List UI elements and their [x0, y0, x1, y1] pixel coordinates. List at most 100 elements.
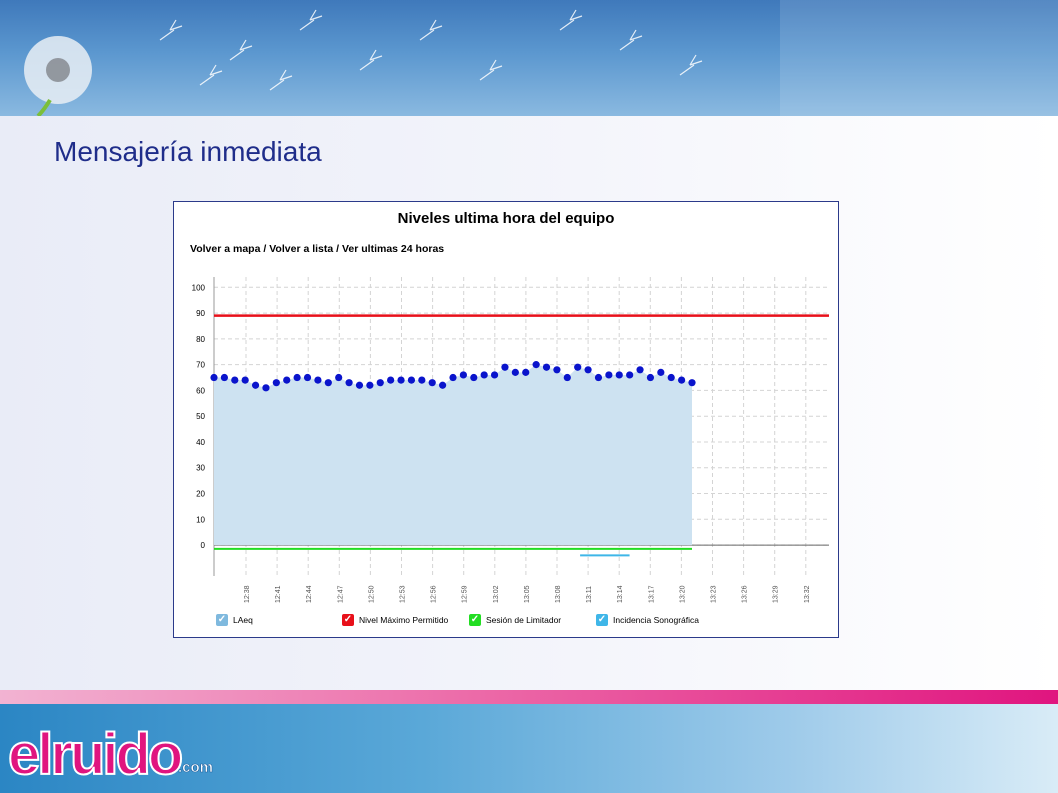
logo-suffix: .com	[178, 759, 213, 776]
laeq-point	[272, 379, 280, 387]
laeq-point	[532, 361, 540, 369]
footer-stripe	[0, 690, 1058, 704]
laeq-point	[594, 373, 603, 382]
y-tick-label: 20	[196, 490, 205, 499]
laeq-point	[626, 371, 634, 379]
laeq-point	[231, 376, 239, 384]
navigation-links: Volver a mapa / Volver a lista / Ver ult…	[190, 243, 444, 255]
laeq-point	[657, 368, 665, 376]
y-tick-label: 60	[196, 386, 205, 395]
x-tick-label: 12:53	[400, 585, 407, 603]
legend-label: Sesión de Limitador	[486, 615, 562, 625]
y-tick-label: 10	[196, 515, 205, 524]
x-tick-label: 13:23	[711, 585, 718, 603]
y-tick-label: 70	[196, 361, 205, 370]
checkbox-checked-icon[interactable]: ✓	[216, 614, 228, 626]
x-tick-label: 12:56	[431, 585, 438, 603]
x-tick-label: 12:38	[244, 585, 251, 603]
levels-chart: 0 10 20 30 40 50 60 70 80 90 100 12:38 12:41 12:44 12:…	[192, 277, 829, 603]
x-tick-label: 12:44	[306, 585, 313, 603]
x-tick-label: 13:29	[773, 585, 780, 603]
y-tick-label: 90	[196, 309, 205, 318]
laeq-point	[387, 376, 395, 384]
laeq-point	[397, 376, 405, 384]
laeq-point	[335, 373, 343, 382]
x-tick-label: 12:50	[368, 585, 375, 603]
header-banner	[0, 0, 1058, 116]
laeq-point	[459, 371, 467, 379]
laeq-point	[439, 381, 447, 389]
laeq-point	[646, 373, 655, 382]
y-tick-label: 0	[201, 541, 206, 550]
laeq-point	[636, 366, 644, 374]
slide-title: Mensajería inmediata	[54, 136, 322, 167]
chart-panel: 0 10 20 30 40 50 60 70 80 90 100 12:38 12:41 12:44 12:…	[173, 201, 839, 638]
laeq-point	[314, 376, 322, 384]
laeq-point	[615, 371, 623, 379]
laeq-point	[522, 368, 530, 376]
y-tick-label: 100	[192, 283, 206, 292]
laeq-point	[241, 376, 249, 384]
chart-title: Niveles ultima hora del equipo	[397, 210, 615, 227]
x-tick-label: 13:32	[804, 585, 811, 603]
x-tick-label: 13:14	[617, 585, 624, 603]
legend-label: LAeq	[233, 615, 253, 625]
laeq-point	[345, 379, 353, 387]
laeq-point	[303, 373, 312, 382]
footer-band	[0, 704, 1058, 793]
x-tick-label: 13:17	[648, 585, 655, 603]
checkbox-checked-icon[interactable]: ✓	[596, 614, 608, 626]
laeq-point	[210, 373, 218, 382]
logo-wordmark: elruido	[8, 722, 182, 787]
x-tick-label: 13:26	[742, 585, 749, 603]
legend-item-sesion-limitador[interactable]: ✓ Sesión de Limitador	[469, 614, 561, 626]
laeq-area	[214, 364, 692, 546]
laeq-point	[511, 368, 519, 376]
back-to-map-link[interactable]: Volver a mapa	[190, 243, 261, 255]
last-24-hours-link[interactable]: Ver ultimas 24 horas	[341, 243, 445, 255]
x-tick-label: 12:41	[275, 585, 282, 603]
laeq-point	[449, 373, 457, 382]
legend-label: Incidencia Sonográfica	[613, 615, 700, 625]
laeq-point	[283, 376, 291, 384]
laeq-point	[605, 371, 613, 379]
laeq-point	[667, 373, 675, 382]
legend-item-nivel-maximo[interactable]: ✓ Nivel Máximo Permitido	[342, 614, 448, 626]
x-tick-label: 13:20	[679, 585, 686, 603]
checkbox-checked-icon[interactable]: ✓	[342, 614, 354, 626]
y-tick-label: 30	[196, 464, 205, 473]
checkbox-checked-icon[interactable]: ✓	[469, 614, 481, 626]
laeq-point	[490, 371, 499, 379]
legend-label: Nivel Máximo Permitido	[359, 615, 449, 625]
laeq-point	[376, 379, 384, 387]
laeq-point	[262, 384, 270, 392]
laeq-point	[584, 366, 592, 374]
laeq-point	[293, 373, 301, 382]
x-tick-label: 13:02	[493, 585, 500, 603]
laeq-point	[542, 363, 551, 371]
elruido-logo: elruido .com	[7, 721, 213, 788]
laeq-point	[418, 376, 426, 384]
laeq-point	[251, 381, 260, 389]
dandelion-banner-image	[24, 0, 1058, 116]
y-tick-label: 40	[196, 438, 205, 447]
laeq-point	[366, 381, 374, 389]
legend-item-incidencia-sonografica[interactable]: ✓ Incidencia Sonográfica	[596, 614, 699, 626]
laeq-point	[324, 379, 332, 387]
x-tick-label: 13:05	[524, 585, 531, 603]
laeq-point	[688, 379, 696, 387]
legend-item-laeq[interactable]: ✓ LAeq	[216, 614, 253, 626]
nav-separator: /	[333, 243, 342, 255]
x-tick-label: 12:59	[462, 585, 469, 603]
laeq-point	[574, 363, 582, 371]
laeq-point	[480, 371, 488, 379]
laeq-point	[355, 381, 364, 389]
x-tick-label: 13:11	[586, 586, 593, 603]
laeq-point	[470, 373, 478, 382]
laeq-point	[553, 366, 561, 374]
y-tick-label: 50	[196, 412, 205, 421]
laeq-point	[428, 379, 436, 387]
x-tick-label: 12:47	[337, 585, 344, 603]
back-to-list-link[interactable]: Volver a lista	[269, 243, 334, 255]
laeq-point	[501, 363, 509, 371]
